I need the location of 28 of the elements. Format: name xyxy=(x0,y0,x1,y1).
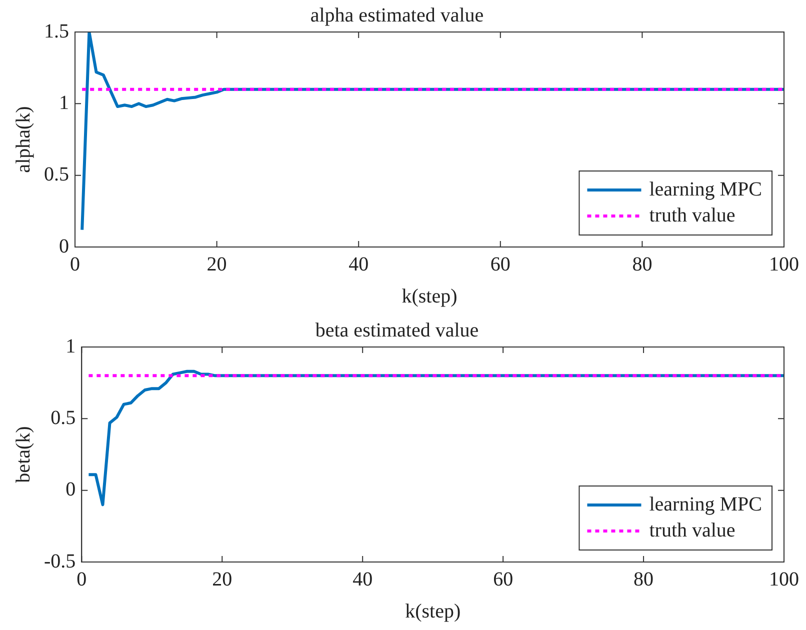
y-tick-label: 0 xyxy=(59,235,69,258)
y-tick-label: 0.5 xyxy=(44,164,69,186)
y-tick-label: -0.5 xyxy=(44,550,76,572)
y-tick-label: 1 xyxy=(59,92,69,114)
x-axis-title: k(step) xyxy=(402,285,458,308)
y-tick-label: 0 xyxy=(66,478,76,501)
y-axis-title: beta(k) xyxy=(12,426,34,483)
chart-title: alpha estimated value xyxy=(310,4,484,26)
legend-label: truth value xyxy=(649,519,736,542)
x-tick-label: 80 xyxy=(634,568,654,590)
x-tick-label: 60 xyxy=(493,568,514,590)
x-tick-label: 80 xyxy=(632,253,652,276)
x-tick-label: 60 xyxy=(490,253,510,276)
x-tick-label: 20 xyxy=(206,253,227,276)
y-axis-title: alpha(k) xyxy=(12,106,34,173)
legend-label: truth value xyxy=(649,204,736,226)
legend-label: learning MPC xyxy=(649,178,762,200)
legend-label: learning MPC xyxy=(649,493,762,516)
x-tick-label: 40 xyxy=(352,568,373,590)
y-tick-label: 0.5 xyxy=(50,406,76,429)
x-tick-label: 100 xyxy=(769,568,799,590)
x-tick-label: 20 xyxy=(212,568,232,590)
y-tick-label: 1.5 xyxy=(44,20,69,42)
chart-title: beta estimated value xyxy=(315,319,479,342)
y-tick-label: 1 xyxy=(66,335,76,358)
x-tick-label: 40 xyxy=(348,253,369,276)
x-axis-title: k(step) xyxy=(405,600,461,622)
x-tick-label: 100 xyxy=(769,253,799,276)
